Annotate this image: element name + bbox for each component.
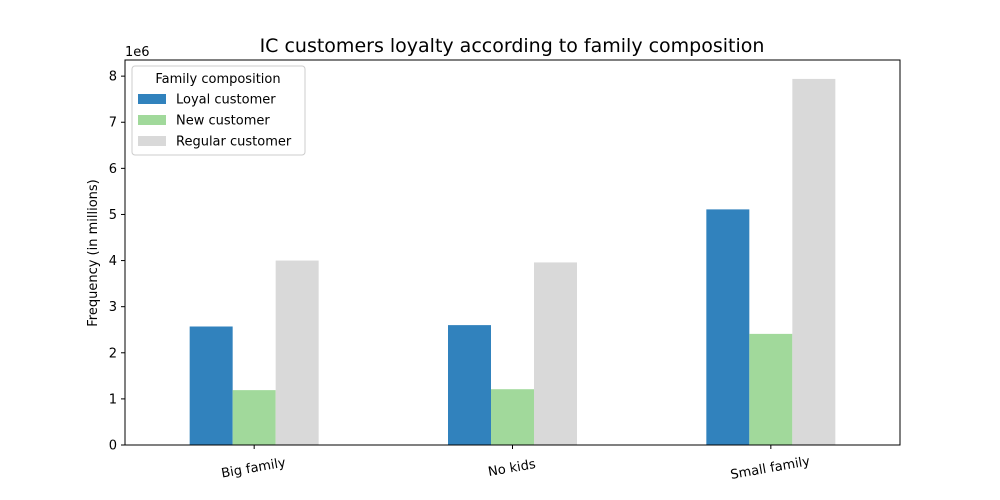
y-tick-label: 2: [109, 346, 117, 361]
legend-entry-label: New customer: [176, 114, 270, 129]
y-axis-label: Frequency (in millions): [86, 179, 101, 327]
legend-entry-label: Loyal customer: [176, 93, 276, 108]
legend-swatch: [138, 136, 166, 146]
y-tick-label: 1: [109, 392, 117, 407]
legend: Family composition Loyal customer New cus…: [131, 65, 306, 156]
bar-new-customer-big-family: [232, 390, 276, 445]
bar-new-customer-no-kids: [491, 389, 534, 445]
x-tick-label: No kids: [487, 457, 537, 480]
bar-new-customer-small-family: [749, 333, 793, 445]
y-tick-label: 8: [109, 70, 117, 85]
x-axis: Big family No kids Small family: [220, 445, 811, 483]
bar-regular-customer-no-kids: [534, 262, 577, 445]
y-tick-label: 7: [109, 116, 117, 131]
x-tick-label: Big family: [220, 455, 287, 481]
y-tick-label: 4: [109, 254, 117, 269]
legend-swatch: [138, 94, 166, 104]
y-tick-label: 6: [109, 162, 117, 177]
bar-loyal-customer-no-kids: [448, 325, 491, 445]
legend-entry-label: Regular customer: [176, 135, 292, 150]
legend-swatch: [138, 115, 166, 125]
bar-regular-customer-small-family: [792, 78, 836, 446]
y-tick-label: 3: [109, 300, 117, 315]
y-axis-offset-label: 1e6: [125, 45, 150, 60]
y-tick-label: 0: [109, 439, 117, 454]
legend-title: Family composition: [155, 72, 280, 87]
legend-box: [131, 65, 306, 156]
x-tick-label: Small family: [729, 454, 811, 483]
y-axis: 0 1 2 3 4 5 6 7 8: [109, 70, 125, 454]
bar-regular-customer-big-family: [275, 260, 319, 445]
bars-group: [189, 78, 836, 446]
y-tick-label: 5: [109, 208, 117, 223]
bar-loyal-customer-small-family: [706, 209, 750, 445]
plot-frame: [124, 59, 901, 446]
legend-items: Loyal customer New customer Regular custom…: [138, 93, 292, 150]
chart-title: IC customers loyalty according to family…: [260, 35, 765, 57]
bar-loyal-customer-big-family: [189, 326, 233, 445]
